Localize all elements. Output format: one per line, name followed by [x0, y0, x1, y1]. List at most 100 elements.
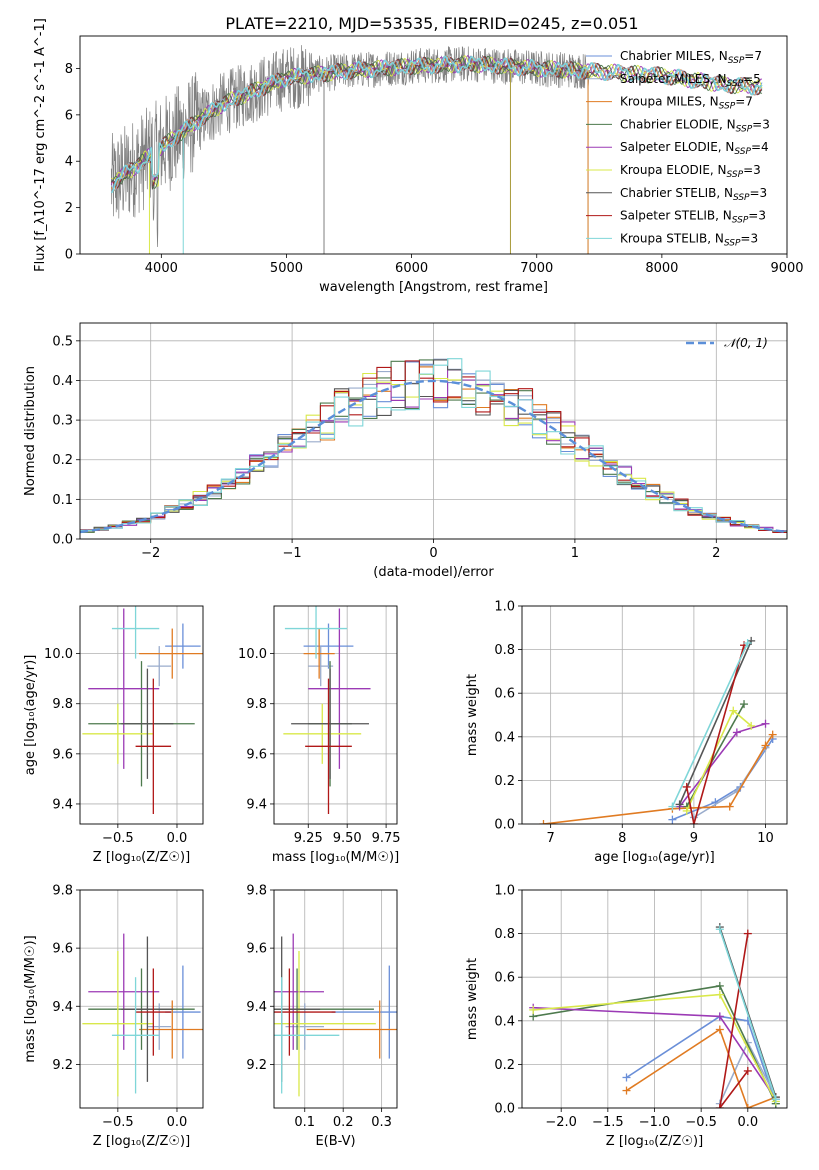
spectrum-panel: 4000 5000 6000 7000 8000 9000 0 2 4 6 8 wavelength … [33, 18, 804, 295]
legend-label: Kroupa MILES, NSSP=7 [620, 95, 753, 112]
legend-label-sub: SSP [733, 193, 750, 203]
legend-label: Salpeter ELODIE, NSSP=4 [620, 140, 769, 157]
weight_vs_Z-xtick-label: −2.0 [545, 1115, 577, 1130]
legend-label: Chabrier STELIB, NSSP=3 [620, 186, 767, 203]
weight_vs_age-xtick-label: 9 [690, 831, 698, 846]
age_vs_Z-ytick-label: 9.4 [52, 797, 73, 812]
legend-label: Chabrier MILES, NSSP=7 [620, 49, 762, 66]
age_vs_Z-ytick-label: 9.8 [52, 697, 73, 712]
age_vs_Z-xtick-label: 0.0 [167, 831, 188, 846]
mass_vs_ebv-xtick-label: 0.1 [294, 1115, 315, 1130]
weight_vs_age-ytick-label: 1.0 [494, 600, 515, 615]
weight_vs_age-frame [521, 605, 788, 825]
age_vs_mass-ytick-label: 9.4 [246, 797, 267, 812]
mass_vs_ebv-panel: 0.1 0.2 0.3 9.2 9.4 9.6 9.8 E(B-V) [246, 884, 398, 1149]
weight_vs_Z-xtick-label: −0.5 [685, 1115, 717, 1130]
weight_vs_age-ytick-label: 0.2 [494, 774, 515, 789]
mass_vs_Z-xlabel: Z [log₁₀(Z/Z☉)] [93, 1134, 190, 1149]
mass_vs_Z-panel: −0.5 0.0 9.2 9.4 9.6 9.8 Z [log₁₀(Z/Z☉)] mass [… [23, 884, 204, 1149]
weight_vs_Z-ytick-label: 1.0 [494, 884, 515, 899]
spectrum-ytick-label: 6 [65, 108, 73, 123]
mass_vs_Z-ytick-label: 9.4 [52, 1000, 73, 1015]
legend-label-sub: SSP [728, 56, 745, 66]
legend-label-base: Chabrier ELODIE, N [620, 117, 736, 131]
weight_vs_Z-ylabel: mass weight [465, 958, 480, 1040]
weight_vs_Z-ytick-label: 0.8 [494, 927, 515, 942]
mass_vs_Z-plot-area [82, 933, 203, 1097]
weight-line [626, 1028, 777, 1108]
age_vs_Z-xtick-label: −0.5 [102, 831, 134, 846]
residuals-plot-area [80, 358, 787, 534]
legend-label: Kroupa ELODIE, NSSP=3 [620, 163, 761, 180]
residuals-xtick-label: −2 [141, 546, 160, 561]
residuals-frame [79, 322, 788, 540]
mass_vs_ebv-ytick-label: 9.4 [246, 1000, 267, 1015]
mass_vs_ebv-ytick-label: 9.6 [246, 942, 267, 957]
spectrum-frame [79, 35, 788, 255]
spectrum-ytick-label: 0 [65, 248, 73, 263]
age_vs_mass-ytick-label: 10.0 [238, 647, 267, 662]
weight_vs_Z-ytick-label: 0.6 [494, 971, 515, 986]
weight_vs_age-xlabel: age [log₁₀(age/yr)] [594, 850, 715, 865]
spectrum-xtick-label: 6000 [395, 261, 428, 276]
residuals-xtick-label: 0 [429, 546, 437, 561]
age_vs_mass-ytick-label: 9.8 [246, 697, 267, 712]
weight-line [719, 933, 749, 1108]
weight-line [671, 642, 749, 807]
legend-label-base: Chabrier MILES, N [620, 49, 728, 63]
spectrum-ytick-label: 8 [65, 62, 73, 77]
residuals-ytick-label: 0.3 [52, 414, 73, 429]
weight_vs_Z-xtick-label: −1.5 [592, 1115, 624, 1130]
weight_vs_Z-xlabel: Z [log₁₀(Z/Z☉)] [606, 1134, 703, 1149]
legend-label-base: Salpeter MILES, N [620, 72, 727, 86]
legend-label-sub: SSP [736, 124, 753, 134]
age_vs_mass-xtick-label: 9.25 [294, 831, 323, 846]
spectrum-xtick-label: 8000 [645, 261, 678, 276]
weight_vs_age-xtick-label: 10 [757, 831, 774, 846]
residual-histogram-step [80, 358, 787, 532]
legend-label-base: Kroupa STELIB, N [620, 231, 724, 245]
mass_vs_ebv-xtick-label: 0.2 [333, 1115, 354, 1130]
legend-label-sub: SSP [732, 216, 749, 226]
legend-label-sub: SSP [724, 238, 741, 248]
legend-label-tail: =3 [743, 163, 761, 177]
spectrum-xtick-label: 9000 [770, 261, 803, 276]
legend-label-tail: =3 [740, 231, 758, 245]
legend-label: Salpeter MILES, NSSP=5 [620, 72, 761, 89]
mass_vs_Z-xtick-label: −0.5 [102, 1115, 134, 1130]
weight-line [719, 928, 777, 1100]
spectrum-xlabel: wavelength [Angstrom, rest frame] [319, 280, 548, 295]
age_vs_mass-xtick-label: 9.75 [372, 831, 401, 846]
legend-label: Chabrier ELODIE, NSSP=3 [620, 117, 770, 134]
weight_vs_age-xtick-label: 8 [618, 831, 626, 846]
residuals-ytick-label: 0.4 [52, 374, 73, 389]
legend-label: Salpeter STELIB, NSSP=3 [620, 209, 766, 226]
mass_vs_ebv-ytick-label: 9.8 [246, 884, 267, 899]
weight_vs_age-xtick-label: 7 [547, 831, 555, 846]
legend-label-tail: =7 [735, 95, 753, 109]
weight_vs_age-ytick-label: 0.6 [494, 687, 515, 702]
weight_vs_Z-plot-area [529, 923, 780, 1108]
weight_vs_age-ytick-label: 0.8 [494, 643, 515, 658]
legend-label-sub: SSP [734, 147, 751, 157]
residuals-xtick-label: 1 [571, 546, 579, 561]
age_vs_Z-ylabel: age [log₁₀(age/yr)] [23, 655, 38, 776]
weight-line [685, 644, 745, 824]
weight_vs_age-ytick-label: 0.4 [494, 730, 515, 745]
age_vs_Z-ytick-label: 9.6 [52, 747, 73, 762]
spectrum-xtick-label: 4000 [145, 261, 178, 276]
age_vs_mass-plot-area [283, 606, 371, 814]
residuals-ytick-label: 0.2 [52, 453, 73, 468]
legend-label-gaussian: 𝒩(0, 1) [724, 336, 768, 350]
spectrum-xtick-label: 5000 [270, 261, 303, 276]
weight_vs_Z-panel: −2.0 −1.5 −1.0 −0.5 0.0 0.0 0.2 0.4 0.6 0.8 1.0 Z [… [465, 884, 788, 1149]
weight_vs_Z-ytick-label: 0.0 [494, 1102, 515, 1117]
residuals-ytick-label: 0.5 [52, 334, 73, 349]
mass_vs_Z-ylabel: mass [log₁₀(M/M☉)] [23, 935, 38, 1062]
mass_vs_Z-ytick-label: 9.2 [52, 1058, 73, 1073]
mass_vs_ebv-ytick-label: 9.2 [246, 1058, 267, 1073]
residuals-xtick-label: 2 [712, 546, 720, 561]
age_vs_mass-xtick-label: 9.50 [333, 831, 362, 846]
